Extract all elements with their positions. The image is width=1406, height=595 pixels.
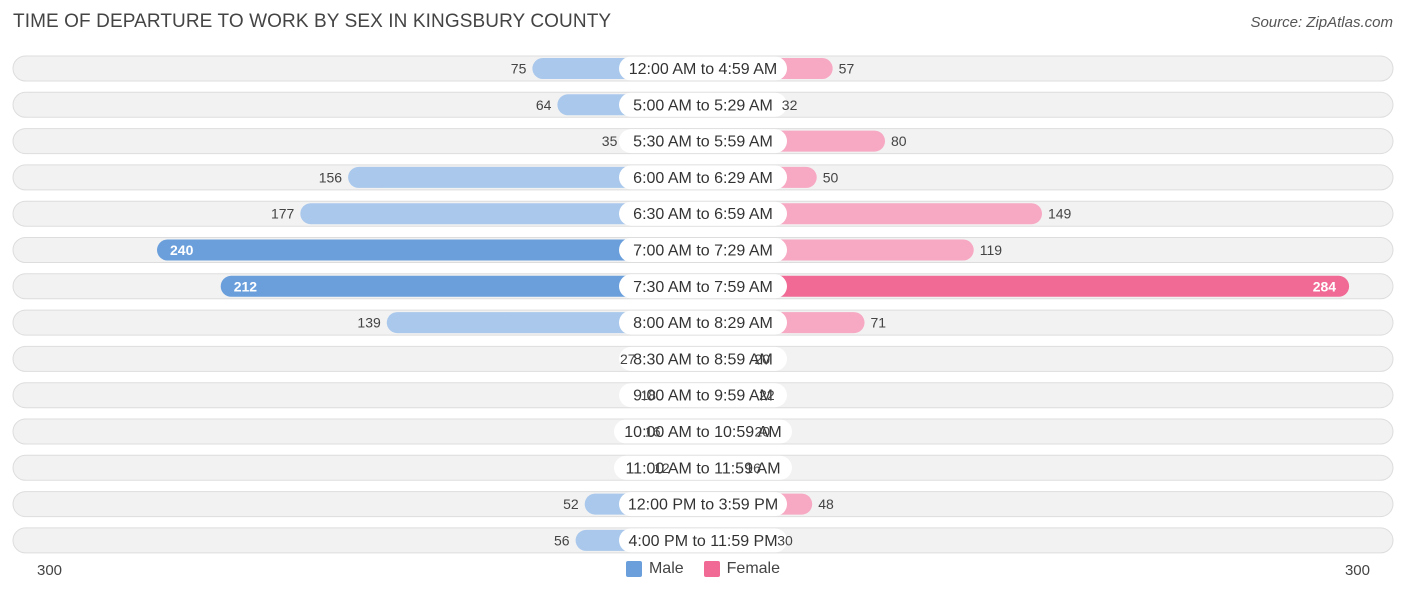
category-pill bbox=[619, 310, 787, 335]
value-label-female: 284 bbox=[1313, 278, 1337, 294]
value-label-female: 20 bbox=[755, 424, 771, 440]
value-label-female: 57 bbox=[839, 61, 855, 77]
bar-female bbox=[703, 203, 1042, 225]
category-pill bbox=[619, 201, 787, 226]
value-label-female: 48 bbox=[818, 496, 834, 512]
bar-male bbox=[300, 203, 703, 225]
value-label-male: 16 bbox=[645, 424, 661, 440]
category-label: 9:00 AM to 9:59 AM bbox=[633, 388, 773, 405]
chart-title: TIME OF DEPARTURE TO WORK BY SEX IN KING… bbox=[13, 11, 612, 32]
legend: Male Female bbox=[0, 560, 1406, 578]
category-label: 11:00 AM to 11:59 AM bbox=[625, 460, 780, 477]
bar-male bbox=[220, 275, 703, 297]
category-pill bbox=[614, 419, 792, 444]
value-label-male: 139 bbox=[357, 315, 381, 331]
legend-label-female: Female bbox=[726, 560, 781, 577]
value-label-female: 80 bbox=[891, 133, 907, 149]
value-label-male: 75 bbox=[511, 61, 527, 77]
value-label-female: 20 bbox=[755, 351, 771, 367]
category-label: 7:00 AM to 7:29 AM bbox=[633, 243, 773, 260]
category-pill bbox=[614, 455, 792, 480]
value-label-male: 212 bbox=[234, 278, 258, 294]
value-label-male: 177 bbox=[271, 206, 295, 222]
value-label-male: 35 bbox=[602, 133, 618, 149]
value-label-male: 52 bbox=[563, 496, 579, 512]
value-label-male: 27 bbox=[620, 351, 636, 367]
category-pill bbox=[619, 346, 787, 371]
category-label: 5:00 AM to 5:29 AM bbox=[633, 97, 773, 114]
value-label-male: 240 bbox=[170, 242, 194, 258]
value-label-female: 32 bbox=[782, 97, 798, 113]
category-pill bbox=[619, 383, 787, 408]
value-label-male: 56 bbox=[554, 532, 570, 548]
chart-plot: 12:00 AM to 4:59 AM 75 57 5:00 AM to 5:29 A… bbox=[12, 55, 1394, 554]
legend-swatch-male bbox=[625, 561, 642, 577]
value-label-female: 16 bbox=[745, 460, 761, 476]
category-pill bbox=[619, 528, 787, 553]
category-label: 6:00 AM to 6:29 AM bbox=[633, 170, 773, 187]
category-pill bbox=[619, 238, 787, 262]
category-pill bbox=[619, 165, 787, 190]
value-label-female: 22 bbox=[759, 387, 775, 403]
category-label: 12:00 AM to 4:59 AM bbox=[629, 61, 778, 78]
legend-item-male: Male bbox=[625, 560, 684, 578]
category-pill bbox=[619, 129, 787, 154]
value-label-female: 149 bbox=[1048, 206, 1072, 222]
category-pill bbox=[619, 274, 787, 299]
category-label: 12:00 PM to 3:59 PM bbox=[628, 497, 778, 514]
value-label-female: 50 bbox=[823, 169, 839, 185]
category-label: 10:00 AM to 10:59 AM bbox=[624, 424, 781, 441]
category-label: 6:30 AM to 6:59 AM bbox=[633, 206, 773, 223]
bar-male bbox=[348, 166, 703, 188]
bar-male bbox=[157, 239, 703, 261]
value-label-male: 12 bbox=[654, 460, 670, 476]
value-label-female: 30 bbox=[777, 532, 793, 548]
bar-female bbox=[703, 275, 1350, 297]
value-label-male: 18 bbox=[640, 387, 656, 403]
category-pill bbox=[619, 56, 787, 81]
legend-label-male: Male bbox=[648, 560, 684, 577]
category-pill bbox=[619, 492, 787, 517]
category-label: 7:30 AM to 7:59 AM bbox=[633, 279, 773, 296]
category-label: 5:30 AM to 5:59 AM bbox=[633, 134, 773, 151]
axis-left-max: 300 bbox=[37, 562, 63, 579]
value-label-male: 64 bbox=[536, 97, 552, 113]
category-pill bbox=[619, 92, 787, 117]
legend-swatch-female bbox=[703, 561, 720, 577]
value-label-male: 156 bbox=[319, 169, 343, 185]
value-label-female: 119 bbox=[980, 242, 1003, 258]
category-label: 8:30 AM to 8:59 AM bbox=[633, 351, 773, 368]
value-label-female: 71 bbox=[871, 315, 887, 331]
category-label: 4:00 PM to 11:59 PM bbox=[628, 533, 777, 550]
axis-right-max: 300 bbox=[1344, 562, 1370, 579]
legend-item-female: Female bbox=[703, 560, 781, 578]
category-label: 8:00 AM to 8:29 AM bbox=[633, 315, 773, 332]
source-label: Source: ZipAtlas.com bbox=[1250, 14, 1393, 31]
